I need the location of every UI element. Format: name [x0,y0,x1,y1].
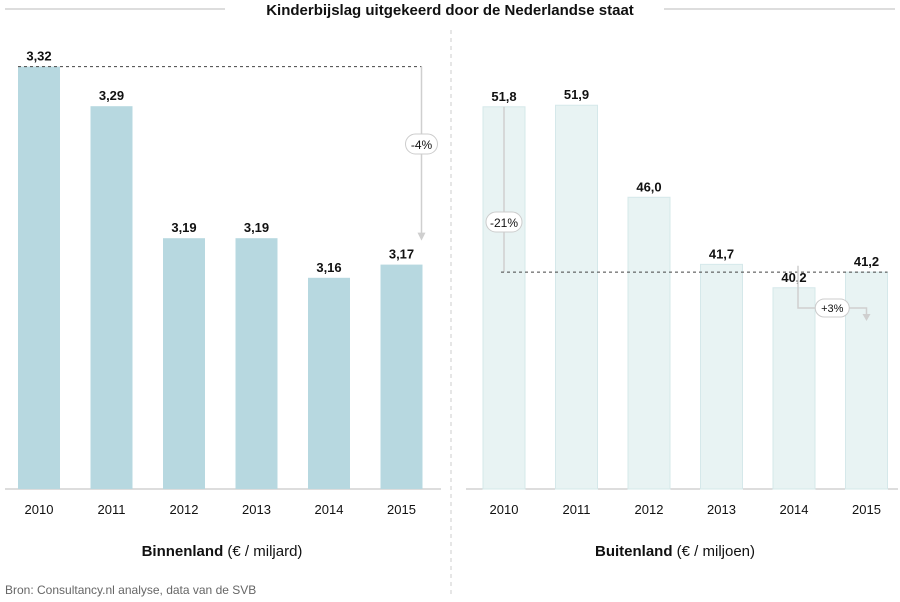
bar-binnenland-2012 [163,238,205,489]
value-label-buitenland-2010: 51,8 [491,89,516,104]
buitenland-increase-arrow-head [862,314,871,321]
buitenland-annotation-bubble-1 [485,211,523,233]
left-panel: 3,32 2010 3,29 2011 3,19 2012 3,19 2013 3,16 2014… [18,49,438,517]
bar-binnenland-2010 [18,66,60,489]
left-xlabel-bold: Binnenland [142,543,224,560]
tick-label-buitenland-2013: 2013 [707,502,736,517]
right-panel: 51,8 2010 51,9 2011 46,0 2012 41,7 2013 40,2 2014… [482,87,888,517]
bar-binnenland-2015 [380,264,423,489]
chart-title: Kinderbijslag uitgekeerd door de Nederla… [266,2,634,19]
value-label-buitenland-2014: 40,2 [781,270,806,285]
value-label-buitenland-2012: 46,0 [636,179,661,194]
value-label-binnenland-2014: 3,16 [316,260,341,275]
buitenland-annotation-text-2: +3% [821,303,844,315]
tick-label-buitenland-2010: 2010 [490,502,519,517]
value-label-binnenland-2012: 3,19 [171,220,196,235]
tick-label-binnenland-2014: 2014 [315,502,344,517]
value-label-binnenland-2015: 3,17 [389,247,414,262]
value-label-binnenland-2010: 3,32 [26,49,51,64]
right-xlabel-unit: (€ / miljoen) [672,543,755,560]
buitenland-annotation-bubble-2 [814,298,850,318]
source-note: Bron: Consultancy.nl analyse, data van d… [5,583,256,597]
tick-label-buitenland-2012: 2012 [635,502,664,517]
value-label-binnenland-2011: 3,29 [99,88,124,103]
buitenland-annotation-text-1: -21% [490,216,518,230]
value-label-buitenland-2015: 41,2 [854,254,879,269]
bar-buitenland-2015 [845,271,888,490]
value-label-binnenland-2013: 3,19 [244,220,269,235]
value-label-buitenland-2013: 41,7 [709,246,734,261]
bar-buitenland-2012 [627,196,671,490]
bar-binnenland-2013 [235,238,278,489]
bar-buitenland-2013 [700,263,743,490]
left-xlabel: Binnenland (€ / miljard) [142,543,303,560]
tick-label-binnenland-2013: 2013 [242,502,271,517]
tick-label-buitenland-2015: 2015 [852,502,881,517]
tick-label-binnenland-2011: 2011 [98,502,126,517]
bar-buitenland-2011 [555,104,598,490]
tick-label-buitenland-2014: 2014 [780,502,809,517]
right-xlabel-bold: Buitenland [595,543,673,560]
tick-label-buitenland-2011: 2011 [563,502,591,517]
tick-label-binnenland-2012: 2012 [170,502,199,517]
tick-label-binnenland-2015: 2015 [387,502,416,517]
binnenland-arrow-head [417,232,426,241]
left-xlabel-unit: (€ / miljard) [223,543,302,560]
tick-label-binnenland-2010: 2010 [25,502,54,517]
value-label-buitenland-2011: 51,9 [564,87,589,102]
binnenland-annotation-bubble [405,133,438,155]
right-xlabel: Buitenland (€ / miljoen) [595,543,755,560]
bar-binnenland-2011 [90,106,133,489]
bar-binnenland-2014 [308,277,350,489]
binnenland-annotation-text: -4% [411,138,433,152]
bar-buitenland-2014 [772,287,816,490]
